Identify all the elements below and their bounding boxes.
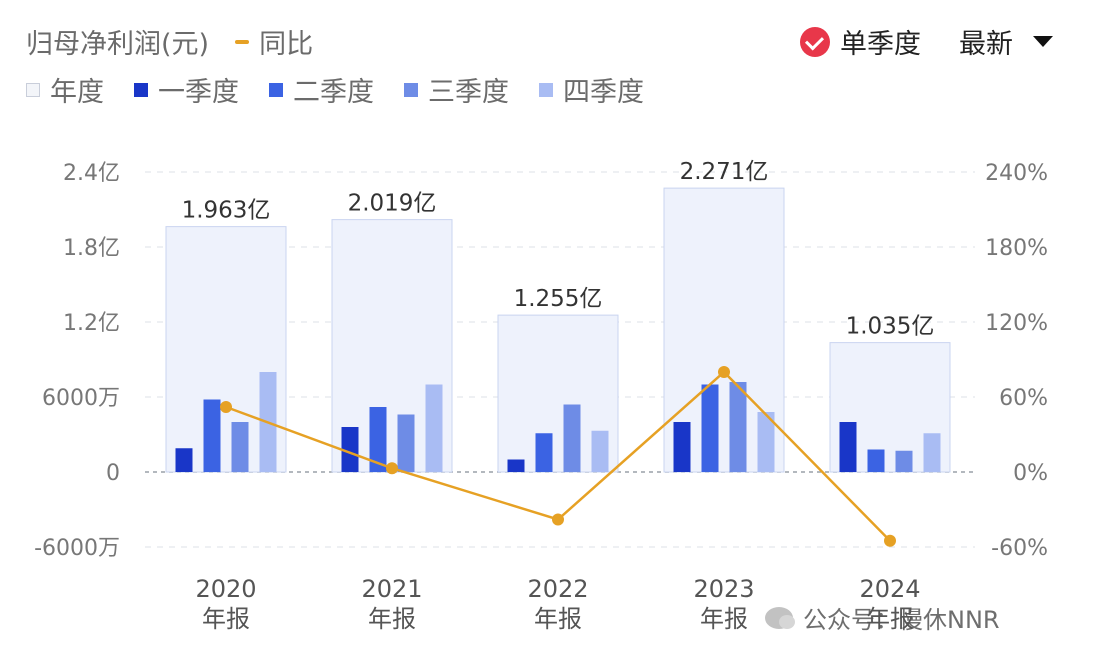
watermark: 公众号：慢休NNR (765, 600, 1000, 635)
dropdown-triangle-icon[interactable] (1033, 36, 1053, 47)
annual-value-label: 1.963亿 (182, 198, 271, 224)
y-right-tick-label: 60% (999, 386, 1048, 411)
watermark-text: 公众号：慢休NNR (803, 606, 1000, 634)
x-tick-sublabel: 年报 (866, 605, 914, 633)
yoy-point (220, 401, 232, 413)
legend-label-annual: 年度 (50, 77, 104, 108)
latest-dropdown-label[interactable]: 最新 (959, 29, 1013, 60)
legend-label-q1: 一季度 (158, 77, 239, 108)
legend-label-q3: 三季度 (428, 77, 509, 108)
legend-item-annual[interactable]: 年度 (26, 70, 104, 109)
single-quarter-toggle[interactable]: 单季度 (840, 29, 921, 60)
legend-swatch-q4 (539, 82, 553, 97)
y-left-tick-label: 2.4亿 (63, 161, 120, 186)
quarter-bar-q3 (563, 404, 581, 472)
legend: 年度 一季度 二季度 三季度 四季度 (26, 70, 674, 109)
quarter-bar-q3 (729, 382, 747, 472)
quarter-bar-q1 (175, 448, 193, 472)
quarter-bar-q3 (895, 450, 913, 472)
quarter-bar-q4 (591, 430, 609, 472)
quarter-bar-q4 (923, 433, 941, 472)
legend-swatch-q3 (404, 82, 418, 97)
chart-header: 归母净利润(元) 同比 (26, 22, 313, 61)
y-left-tick-label: 1.8亿 (63, 236, 120, 261)
yoy-point (884, 534, 896, 547)
x-tick-sublabel: 年报 (368, 605, 416, 633)
legend-item-q3[interactable]: 三季度 (404, 70, 509, 109)
view-controls: 单季度 最新 (800, 22, 1053, 61)
legend-item-q4[interactable]: 四季度 (539, 70, 644, 109)
wechat-icon (765, 606, 795, 629)
legend-label-yoy: 同比 (259, 29, 314, 60)
y-left-tick-label: -6000万 (34, 536, 120, 561)
annual-value-label: 2.019亿 (348, 191, 437, 217)
y-left-tick-label: 6000万 (42, 386, 120, 411)
yoy-point (718, 366, 730, 378)
legend-swatch-q1 (134, 82, 148, 97)
x-tick-sublabel: 年报 (202, 605, 250, 633)
quarter-bar-q2 (701, 384, 719, 472)
y-right-tick-label: -60% (991, 536, 1048, 561)
quarter-bar-q4 (425, 384, 443, 472)
quarter-bar-q1 (507, 459, 525, 472)
legend-item-q2[interactable]: 二季度 (269, 70, 374, 109)
legend-item-yoy[interactable]: 同比 (235, 22, 313, 61)
x-tick-label: 2023 (693, 575, 754, 603)
yoy-line-swatch (235, 39, 250, 44)
y-left-tick-label: 1.2亿 (63, 311, 120, 336)
chart-title: 归母净利润(元) (26, 29, 210, 60)
quarter-bar-q4 (757, 412, 775, 472)
quarter-bar-q2 (867, 449, 885, 472)
checkbox-checked-icon[interactable] (800, 26, 830, 57)
x-tick-label: 2024 (859, 575, 920, 603)
quarter-bar-q2 (203, 399, 221, 472)
yoy-point (386, 462, 398, 475)
y-right-tick-label: 0% (1013, 461, 1048, 486)
quarter-bar-q1 (839, 422, 857, 472)
legend-swatch-q2 (269, 82, 283, 97)
x-tick-label: 2022 (527, 575, 588, 603)
legend-item-q1[interactable]: 一季度 (134, 70, 239, 109)
x-tick-label: 2020 (195, 575, 256, 603)
quarter-bar-q2 (369, 407, 387, 472)
legend-label-q2: 二季度 (293, 77, 374, 108)
y-left-tick-label: 0 (106, 461, 120, 486)
quarter-bar-q3 (231, 422, 249, 472)
y-right-tick-label: 180% (985, 236, 1048, 261)
x-tick-sublabel: 年报 (700, 605, 748, 633)
y-right-tick-label: 240% (985, 161, 1048, 186)
quarter-bar-q1 (341, 427, 359, 472)
y-right-tick-label: 120% (985, 311, 1048, 336)
annual-value-label: 1.255亿 (514, 286, 603, 312)
annual-value-label: 2.271亿 (680, 159, 769, 185)
legend-label-q4: 四季度 (563, 77, 644, 108)
annual-value-label: 1.035亿 (846, 314, 935, 340)
x-tick-sublabel: 年报 (534, 605, 582, 633)
quarter-bar-q3 (397, 414, 415, 472)
legend-swatch-annual (26, 82, 40, 97)
quarter-bar-q2 (535, 433, 553, 472)
quarter-bar-q1 (673, 422, 691, 472)
yoy-point (552, 513, 564, 526)
x-tick-label: 2021 (361, 575, 422, 603)
